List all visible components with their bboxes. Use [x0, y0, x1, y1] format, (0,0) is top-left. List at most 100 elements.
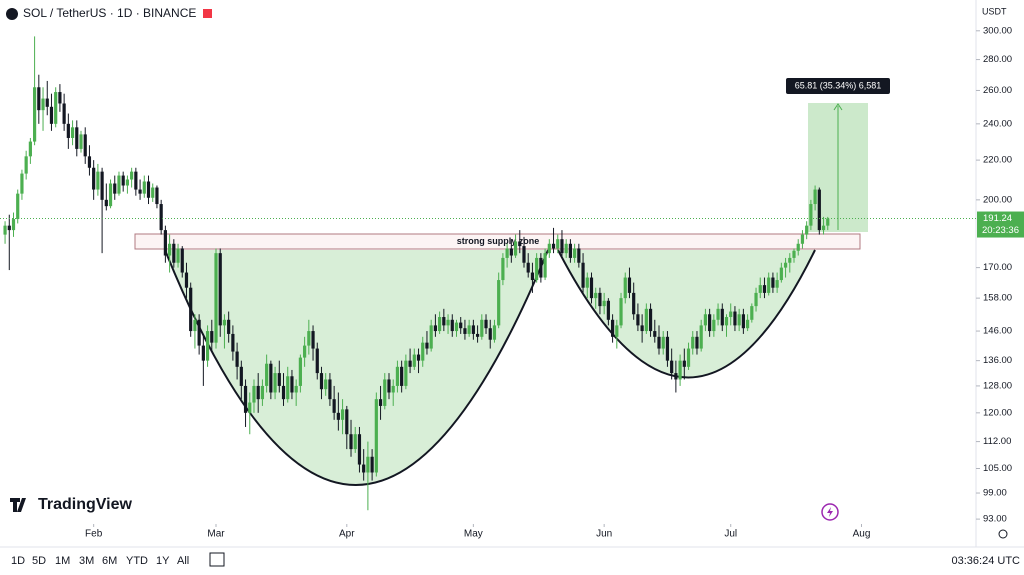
- candle-body: [817, 189, 821, 231]
- calendar-icon[interactable]: [209, 552, 225, 567]
- candle-body: [163, 230, 167, 256]
- range-button[interactable]: YTD: [126, 555, 148, 567]
- alert-icon[interactable]: [821, 503, 839, 521]
- candle-body: [294, 385, 298, 393]
- candle-body: [501, 257, 505, 281]
- candle-body: [606, 300, 610, 320]
- candle-body: [492, 325, 497, 340]
- candle-body: [467, 325, 471, 334]
- toolbar: 1D 5D 1M 3M 6M YTD 1Y All: [11, 555, 189, 567]
- candle-body: [243, 385, 248, 413]
- candle-body: [475, 333, 480, 337]
- candle-body: [585, 277, 589, 288]
- candle-body: [421, 342, 425, 361]
- candle-body: [319, 373, 324, 390]
- y-tick-label: 260.00: [983, 85, 1012, 96]
- candle-body: [602, 300, 606, 307]
- candle-body: [729, 311, 733, 318]
- candle-body: [336, 412, 340, 420]
- candle-body: [442, 317, 446, 326]
- candle-body: [788, 257, 792, 263]
- candle-body: [248, 402, 252, 413]
- candle-body: [556, 239, 560, 249]
- candle-body: [134, 171, 138, 190]
- x-tick-label: Mar: [207, 529, 225, 540]
- candle-body: [568, 243, 573, 258]
- candle-body: [214, 253, 218, 343]
- candle-body: [518, 241, 522, 247]
- candle-body: [741, 314, 745, 329]
- candle-body: [277, 373, 281, 386]
- candle-body: [783, 262, 788, 268]
- candle-body: [193, 319, 197, 332]
- candle-body: [657, 336, 661, 349]
- handle-curve: [557, 249, 816, 379]
- candle-body: [737, 314, 741, 326]
- candle-body: [425, 342, 429, 349]
- candle-body: [636, 314, 640, 326]
- range-button[interactable]: 1M: [55, 555, 70, 567]
- y-tick-label: 146.00: [983, 326, 1012, 337]
- candle-body: [615, 325, 619, 337]
- y-tick-label: 112.00: [983, 436, 1011, 447]
- y-tick-label: 200.00: [983, 194, 1012, 205]
- candle-body: [488, 328, 492, 340]
- candle-body: [551, 243, 556, 249]
- candle-body: [581, 262, 585, 288]
- clock: 03:36:24 UTC: [952, 555, 1021, 567]
- candle-body: [218, 253, 222, 326]
- candle-body: [66, 123, 70, 138]
- range-button[interactable]: All: [177, 555, 189, 567]
- candle-body: [54, 92, 58, 124]
- candle-body: [644, 308, 648, 332]
- supply-zone-label: strong supply zone: [457, 236, 540, 246]
- y-tick-label: 136.00: [983, 355, 1012, 366]
- candle-body: [7, 225, 11, 231]
- candle-body: [362, 464, 366, 473]
- candle-body: [703, 314, 708, 326]
- candle-body: [792, 250, 796, 258]
- candle-body: [716, 308, 720, 320]
- candle-body: [205, 331, 210, 361]
- countdown-label: 20:23:36: [982, 225, 1019, 236]
- candle-body: [231, 333, 235, 352]
- supply-zone: [134, 233, 861, 250]
- y-tick-label: 120.00: [983, 407, 1012, 418]
- candle-body: [404, 360, 408, 386]
- range-button[interactable]: 1D: [11, 555, 25, 567]
- range-button[interactable]: 6M: [102, 555, 117, 567]
- candle-body: [805, 225, 809, 235]
- candle-body: [564, 243, 568, 254]
- measure-label: 65.81 (35.34%) 6,581: [795, 80, 882, 90]
- range-button[interactable]: 1Y: [156, 555, 170, 567]
- candle-body: [286, 376, 290, 400]
- y-tick-label: 280.00: [983, 54, 1012, 65]
- candle-body: [210, 331, 214, 343]
- candle-body: [79, 134, 83, 149]
- range-button[interactable]: 5D: [32, 555, 46, 567]
- settings-icon[interactable]: [998, 529, 1008, 539]
- candle-body: [87, 156, 92, 168]
- candle-body: [627, 277, 632, 293]
- plot: [3, 36, 830, 511]
- candle-body: [366, 456, 370, 473]
- candle-body: [340, 409, 345, 420]
- candle-body: [762, 285, 767, 293]
- candle-body: [345, 409, 349, 435]
- candle-body: [113, 183, 117, 194]
- candle-body: [632, 292, 636, 315]
- candle-body: [560, 239, 564, 254]
- candle-body: [387, 379, 391, 393]
- x-tick-label: Aug: [853, 529, 871, 540]
- candle-body: [813, 189, 817, 205]
- candle-body: [648, 308, 653, 332]
- candle-body: [661, 336, 665, 349]
- candle-body: [125, 179, 130, 186]
- candle-body: [665, 336, 670, 361]
- candle-body: [408, 360, 412, 367]
- logo-text: TradingView: [38, 496, 133, 513]
- candle-body: [577, 248, 581, 263]
- candle-body: [235, 351, 239, 367]
- range-button[interactable]: 3M: [79, 555, 94, 567]
- candle-body: [374, 399, 378, 473]
